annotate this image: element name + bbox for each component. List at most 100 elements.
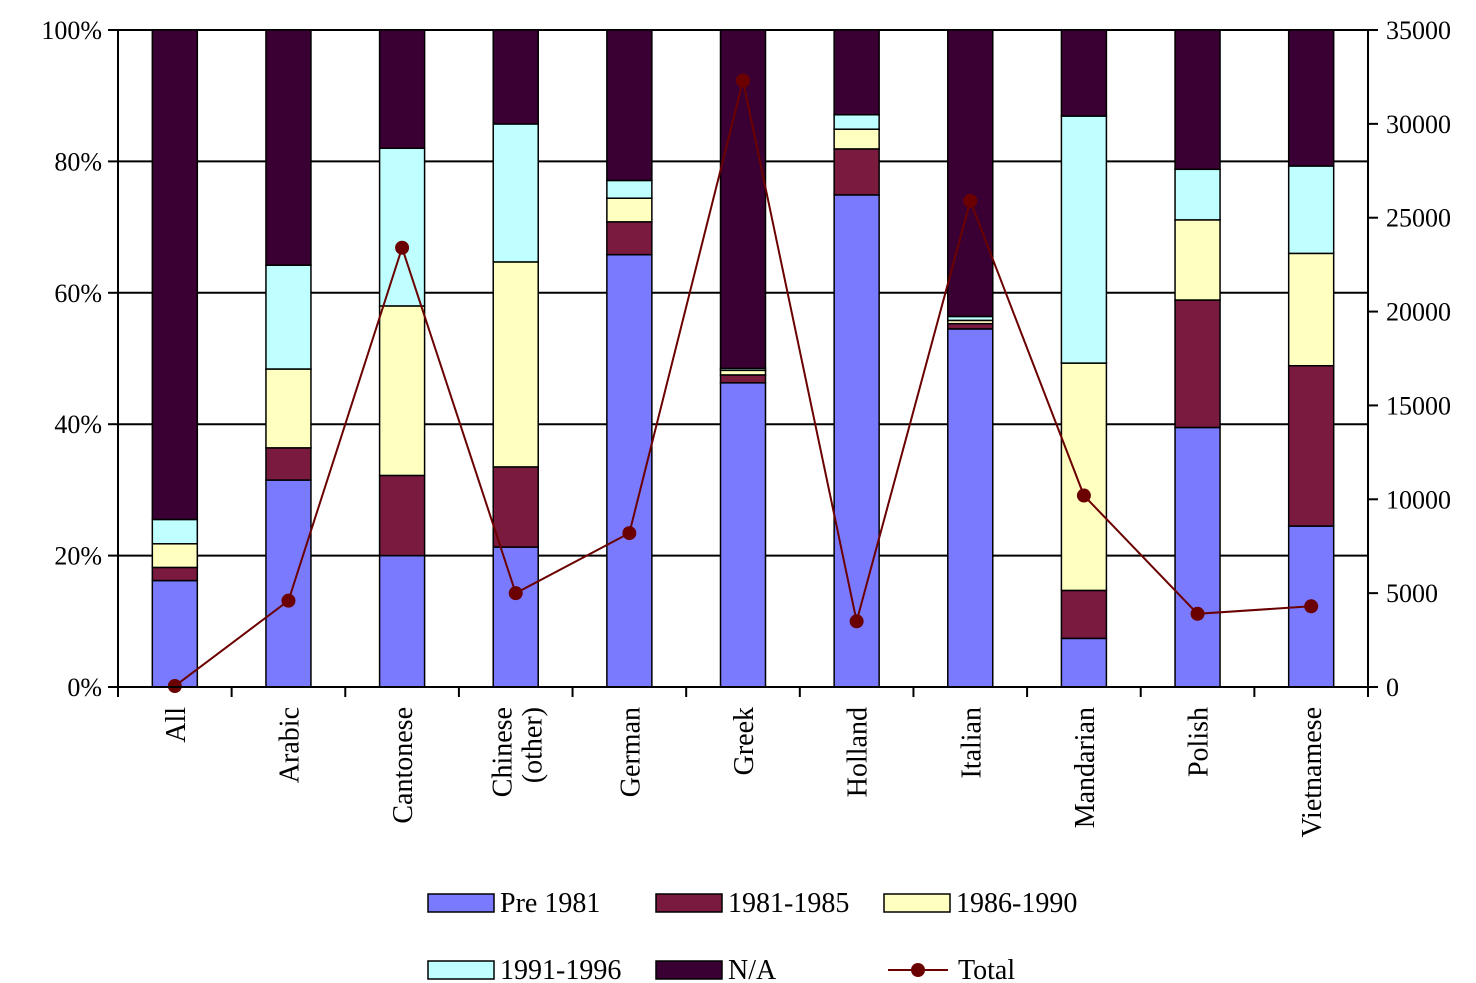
- right-tick-label-1: 5000: [1386, 579, 1438, 608]
- category-label-2: Cantonese: [388, 707, 419, 824]
- bar-segment-1-5: [719, 374, 767, 384]
- bar-segment-4-0: [151, 29, 199, 521]
- bar-segment-3-2: [378, 147, 426, 307]
- right-tick-label-6: 30000: [1386, 110, 1451, 139]
- legend-label-2: 1986-1990: [956, 888, 1077, 919]
- bar-segment-3-0: [151, 518, 199, 545]
- line-point-5-9: [1190, 606, 1205, 621]
- bar-segment-3-4: [606, 179, 653, 199]
- bar-segment-0-1: [265, 479, 312, 688]
- bar-segment-0-7: [947, 328, 994, 688]
- category-label-3: Chinese(other): [488, 707, 549, 797]
- right-tick-label-7: 35000: [1386, 16, 1451, 45]
- line-point-5-4: [622, 526, 637, 541]
- bar-segment-0-0: [151, 579, 199, 688]
- legend-swatch-0: [427, 893, 495, 913]
- bar-segment-2-0: [151, 543, 199, 569]
- category-label-group-8: Mandarian: [1070, 707, 1101, 828]
- bar-segment-2-6: [833, 128, 880, 150]
- legend-label-4: N/A: [728, 955, 777, 983]
- bar-segment-3-1: [265, 264, 312, 370]
- right-axis-ticks: 0 5000 10000 15000 20000 25000 30000 35000: [1368, 16, 1451, 702]
- bar-segment-1-3: [492, 466, 539, 548]
- right-tick-label-3: 15000: [1386, 391, 1451, 420]
- legend: Pre 1981 1981-1985 1986-1990 1991-1996 N/A To…: [427, 888, 1077, 983]
- category-label-group-7: Italian: [956, 707, 987, 779]
- bar-segment-3-10: [1287, 165, 1335, 255]
- category-label-group-9: Polish: [1184, 707, 1215, 777]
- bar-segment-0-6: [833, 194, 880, 688]
- category-label-group-1: Arabic: [274, 707, 305, 783]
- category-label-5: Greek: [729, 707, 760, 775]
- bar-segment-2-10: [1287, 252, 1335, 367]
- bar-segment-4-2: [378, 29, 426, 150]
- right-tick-label-4: 20000: [1386, 298, 1451, 327]
- left-tick-label-0: 0%: [67, 673, 102, 702]
- left-axis-ticks: 0% 20% 40% 60% 80% 100%: [41, 16, 118, 702]
- left-tick-label-5: 100%: [41, 16, 102, 45]
- bar-segment-2-1: [265, 368, 312, 449]
- bar-segment-1-4: [606, 221, 653, 256]
- category-label-group-2: Cantonese: [388, 707, 419, 824]
- bar-segment-3-3: [492, 123, 539, 263]
- category-label-6: Holland: [843, 707, 874, 797]
- category-label-8: Mandarian: [1070, 707, 1101, 828]
- legend-swatch-4: [655, 960, 723, 980]
- bar-segment-1-8: [1060, 589, 1108, 640]
- left-tick-label-1: 20%: [54, 542, 102, 571]
- category-label-group-5: Greek: [729, 707, 760, 775]
- line-point-5-1: [281, 593, 296, 608]
- line-point-5-2: [395, 240, 410, 255]
- category-label-0: All: [161, 707, 192, 743]
- bar-segment-3-9: [1174, 168, 1221, 221]
- bar-segment-1-1: [265, 447, 312, 481]
- line-point-5-5: [736, 73, 750, 88]
- bar-segment-1-10: [1287, 364, 1335, 527]
- category-labels: All Arabic Cantonese Chinese(other) German Gr…: [161, 707, 1328, 838]
- line-point-5-7: [963, 193, 978, 208]
- category-label-7: Italian: [956, 707, 987, 779]
- legend-swatch-2: [883, 893, 951, 913]
- legend-label-5: Total: [958, 955, 1015, 983]
- bar-segment-2-3: [492, 261, 539, 468]
- bar-segment-2-9: [1174, 219, 1221, 301]
- bar-segment-4-9: [1174, 29, 1221, 171]
- line-point-5-6: [849, 614, 864, 629]
- category-label-4: German: [615, 707, 646, 797]
- bar-segment-1-0: [151, 566, 199, 582]
- legend-swatch-3: [427, 960, 495, 980]
- bar-segment-0-3: [492, 546, 539, 688]
- total-line: [167, 73, 1319, 694]
- category-label-group-3: Chinese(other): [488, 707, 549, 797]
- bar-segment-0-9: [1174, 426, 1221, 688]
- bars: [151, 29, 1335, 688]
- bar-segment-3-6: [833, 114, 880, 130]
- bar-segment-4-4: [606, 29, 653, 182]
- bar-segment-0-8: [1060, 637, 1108, 688]
- left-tick-label-3: 60%: [54, 279, 102, 308]
- left-tick-label-2: 40%: [54, 410, 102, 439]
- bar-segment-2-4: [606, 197, 653, 223]
- category-label-10: Vietnamese: [1297, 707, 1328, 837]
- category-label-9: Polish: [1184, 707, 1215, 777]
- line-point-5-10: [1304, 599, 1319, 614]
- legend-label-0: Pre 1981: [500, 888, 600, 919]
- bar-segment-4-8: [1060, 29, 1108, 117]
- bar-segment-3-8: [1060, 115, 1108, 364]
- category-label-group-6: Holland: [843, 707, 874, 797]
- legend-marker-5: [911, 963, 925, 977]
- bar-segment-0-2: [378, 554, 426, 688]
- bar-segment-2-8: [1060, 362, 1108, 592]
- category-label-group-10: Vietnamese: [1297, 707, 1328, 837]
- legend-label-3: 1991-1996: [500, 955, 621, 983]
- bar-segment-4-3: [492, 29, 539, 125]
- category-label-1: Arabic: [274, 707, 305, 783]
- bar-segment-1-2: [378, 474, 426, 557]
- bar-segment-4-7: [947, 29, 994, 318]
- category-label-group-0: All: [161, 707, 192, 743]
- axes: [117, 30, 1369, 697]
- right-tick-label-0: 0: [1386, 673, 1399, 702]
- line-point-5-8: [1076, 488, 1091, 503]
- category-label-group-4: German: [615, 707, 646, 797]
